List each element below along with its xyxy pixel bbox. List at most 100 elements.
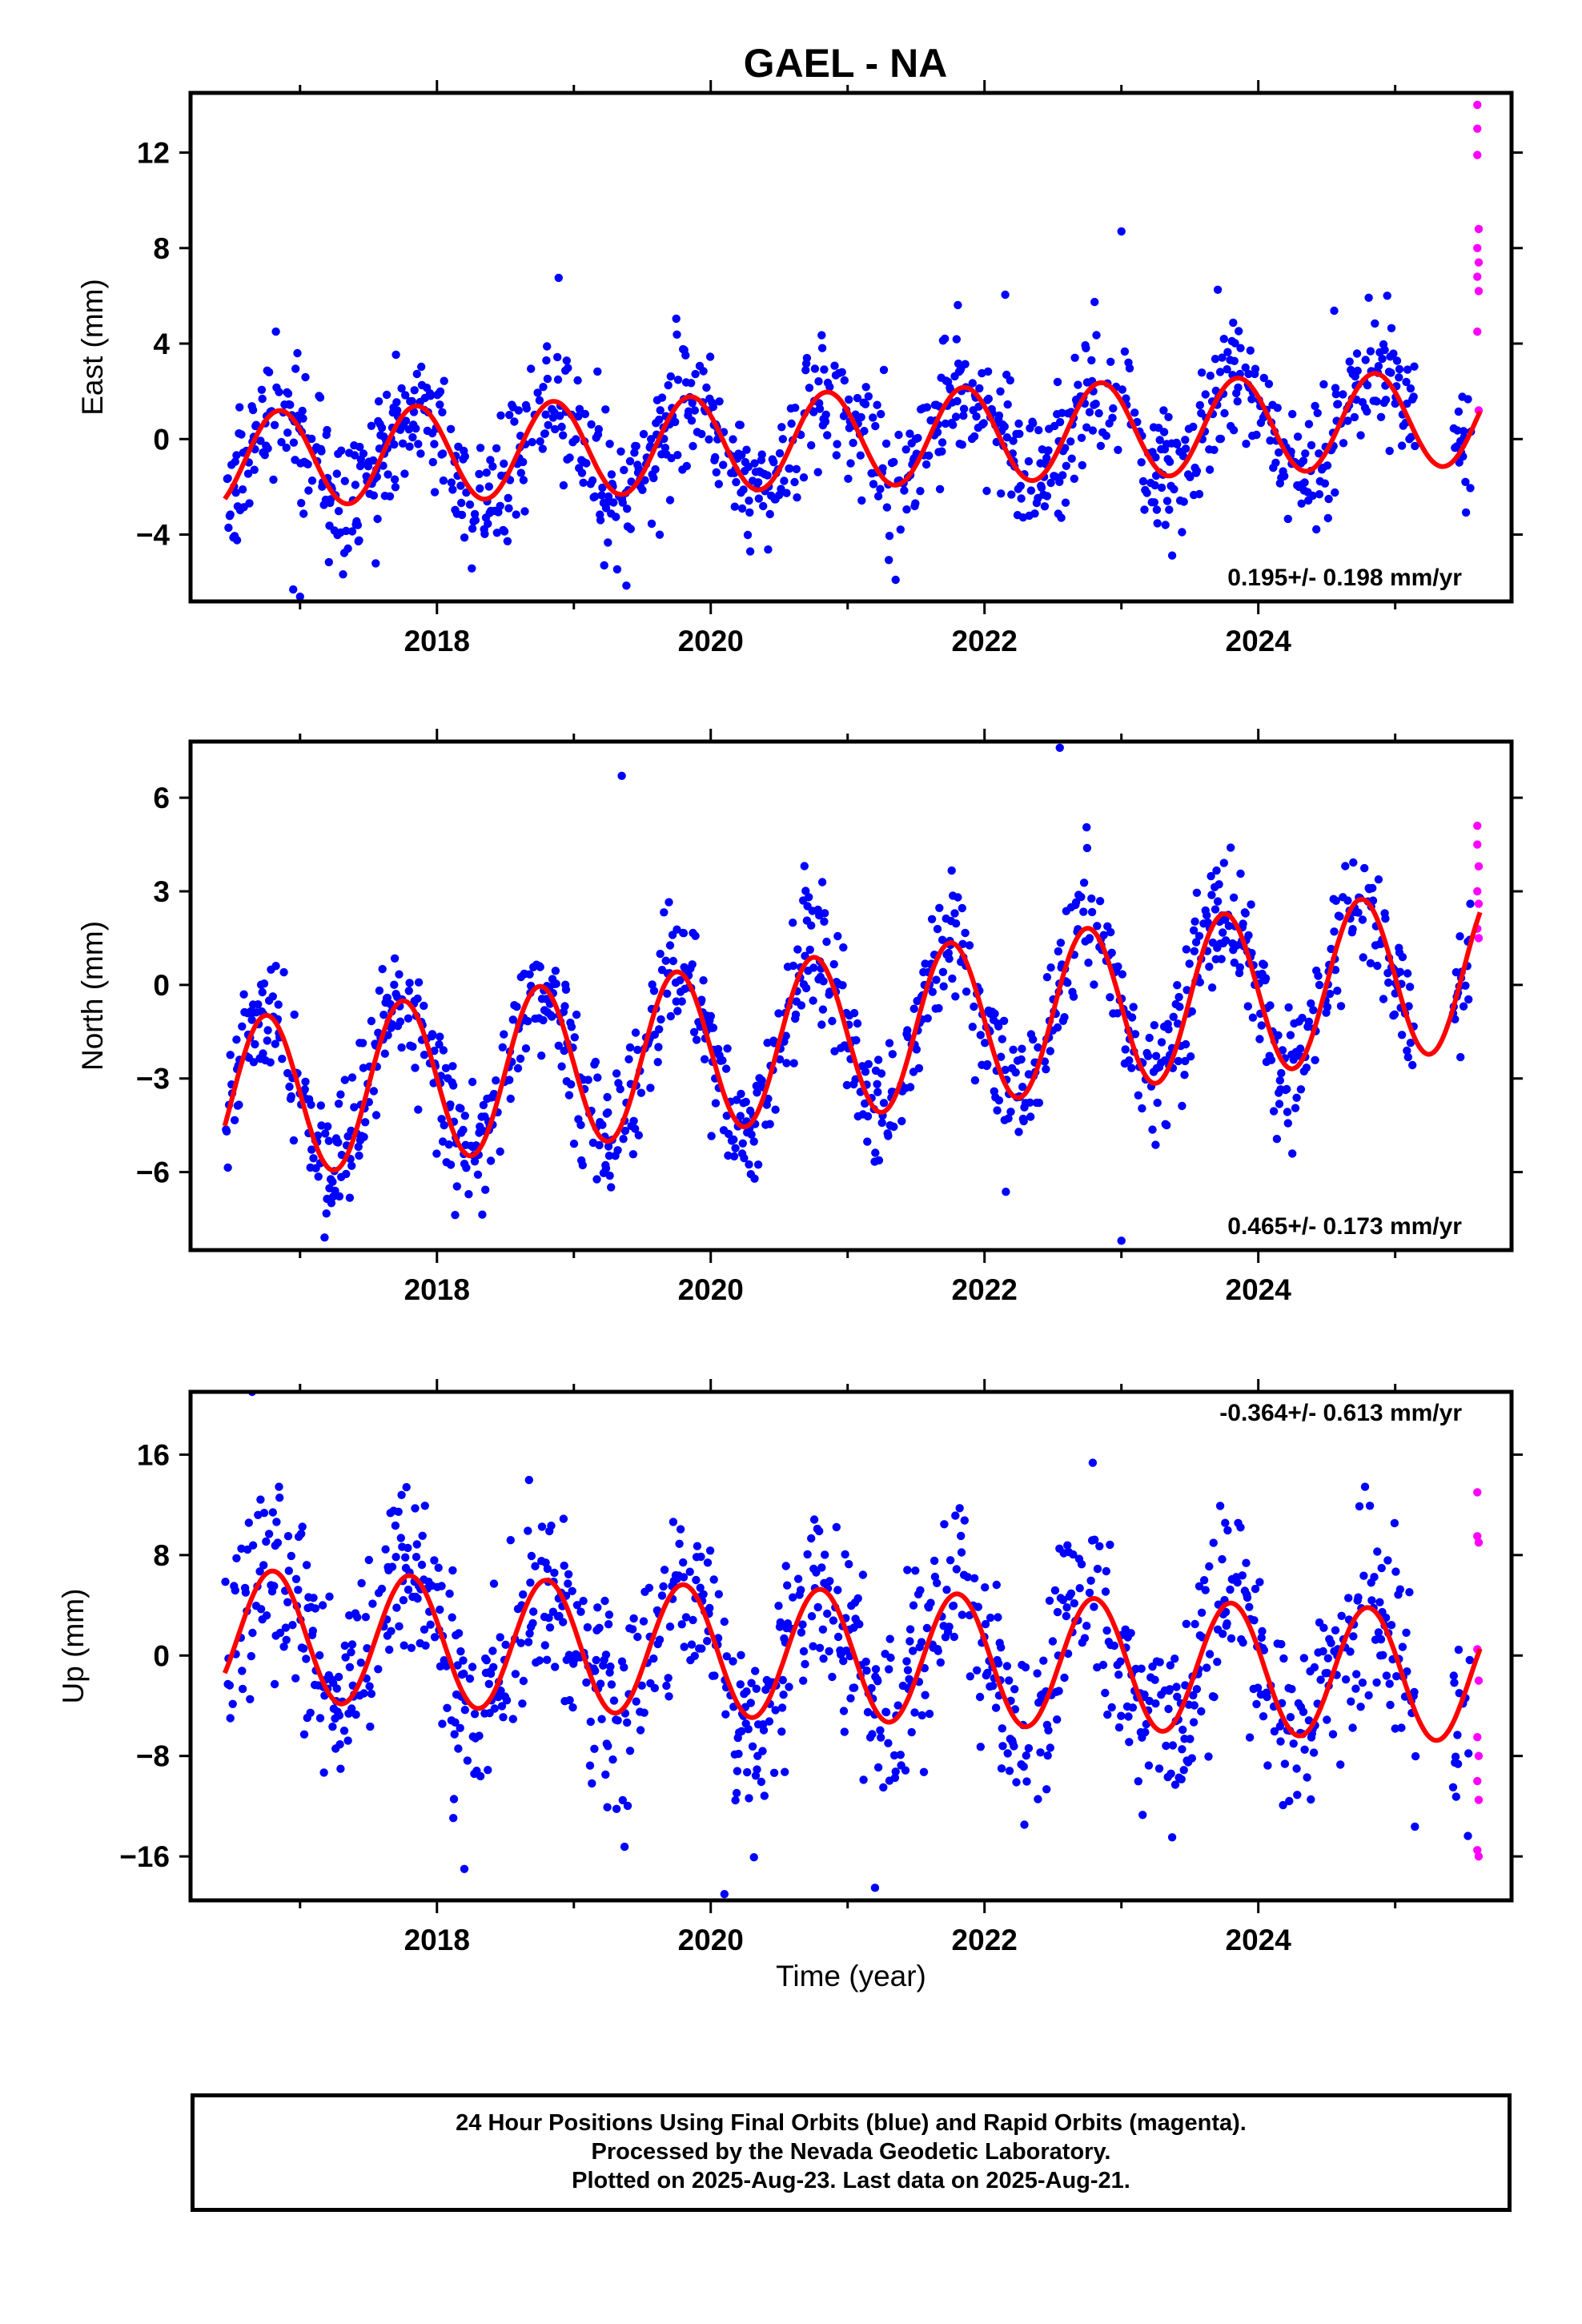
data-point — [1173, 981, 1182, 990]
data-point — [873, 1080, 881, 1089]
data-point — [486, 456, 495, 464]
data-point — [448, 1062, 457, 1071]
data-point — [542, 356, 551, 365]
data-point — [778, 435, 787, 444]
data-point — [999, 1016, 1009, 1026]
data-point — [301, 372, 310, 382]
data-point — [475, 469, 484, 479]
data-point — [697, 429, 706, 439]
data-point — [323, 425, 331, 435]
data-point — [1197, 1707, 1206, 1716]
data-point — [859, 1775, 868, 1784]
data-point — [1365, 1502, 1375, 1510]
data-point — [789, 1593, 797, 1602]
data-point — [616, 1084, 624, 1094]
data-point — [797, 1001, 806, 1010]
data-point — [722, 1112, 731, 1120]
data-point — [1291, 1104, 1300, 1112]
data-point — [960, 1516, 970, 1525]
data-point — [1212, 866, 1221, 875]
data-point — [910, 1708, 919, 1717]
data-point — [797, 1628, 806, 1637]
data-point — [932, 975, 941, 984]
data-point — [1450, 1679, 1459, 1687]
data-point — [823, 431, 832, 440]
data-point — [1048, 1637, 1058, 1646]
data-point — [518, 1699, 527, 1708]
data-point — [565, 453, 574, 462]
data-point — [1238, 1571, 1247, 1580]
data-point — [1130, 408, 1139, 417]
data-point — [1170, 1655, 1179, 1663]
data-point — [1195, 1582, 1204, 1591]
data-point — [382, 390, 391, 400]
data-point — [1165, 457, 1174, 466]
data-point — [789, 919, 797, 927]
data-point — [1087, 356, 1096, 365]
data-point — [413, 994, 422, 1003]
data-point — [702, 383, 711, 392]
data-point — [893, 1701, 902, 1710]
data-point — [232, 451, 241, 460]
data-point — [1453, 426, 1462, 435]
data-point — [738, 1139, 747, 1148]
data-point — [560, 1561, 568, 1570]
data-point — [1247, 395, 1256, 404]
data-point — [876, 1726, 885, 1735]
data-point — [1255, 1035, 1264, 1043]
data-point — [823, 1609, 832, 1618]
data-point — [460, 533, 469, 542]
data-point — [484, 482, 493, 491]
data-point — [689, 1027, 699, 1037]
data-point — [291, 364, 300, 373]
data-point — [1195, 931, 1204, 941]
data-point — [508, 1015, 517, 1024]
data-point — [332, 469, 341, 478]
data-point — [295, 592, 304, 601]
data-point — [1203, 911, 1211, 920]
data-point — [496, 501, 504, 510]
data-point — [745, 1794, 753, 1803]
data-point — [1359, 1571, 1368, 1580]
data-point — [1300, 1745, 1309, 1754]
data-point — [709, 1575, 718, 1584]
data-point — [1153, 1098, 1162, 1108]
x-axis-label: Time (year) — [776, 1960, 926, 1992]
data-point — [973, 1666, 982, 1675]
data-point — [1019, 1116, 1028, 1126]
data-point — [596, 1679, 605, 1688]
data-point — [576, 1607, 585, 1616]
data-point — [878, 464, 887, 472]
data-point — [560, 1002, 569, 1011]
data-point — [1177, 1775, 1186, 1783]
data-point — [1213, 285, 1223, 294]
data-point — [401, 391, 410, 400]
data-point — [241, 1588, 251, 1597]
data-point — [257, 385, 267, 394]
data-point — [874, 1156, 884, 1165]
data-point — [1053, 1715, 1062, 1724]
data-point — [673, 925, 681, 934]
data-point — [901, 1766, 910, 1775]
data-point — [1114, 1723, 1124, 1732]
data-point — [355, 1151, 363, 1160]
data-point — [1205, 1650, 1215, 1659]
data-point — [438, 1137, 448, 1146]
data-point — [1070, 353, 1079, 362]
data-point — [375, 986, 384, 995]
data-point — [414, 1105, 423, 1114]
data-point — [418, 1531, 427, 1541]
data-point — [237, 430, 246, 439]
data-point — [869, 413, 877, 422]
data-point — [320, 1233, 329, 1242]
fit-curve — [223, 371, 1483, 507]
data-point — [820, 917, 829, 927]
data-point — [271, 1039, 279, 1048]
data-point — [673, 1007, 682, 1015]
data-point — [395, 1622, 404, 1631]
data-point — [591, 492, 600, 501]
data-point — [720, 1889, 729, 1899]
data-point — [1376, 412, 1386, 421]
data-point — [484, 1766, 492, 1775]
